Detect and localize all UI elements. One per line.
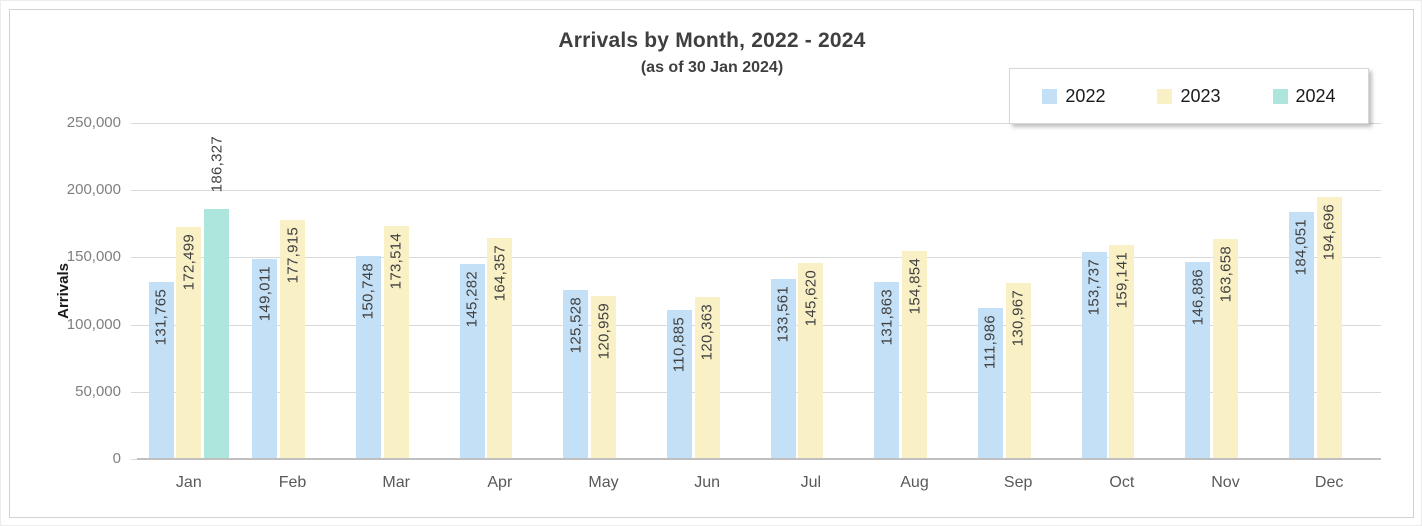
bar-2022-jun — [666, 309, 692, 459]
legend-label-2022: 2022 — [1065, 85, 1106, 106]
bar-2024-jan — [204, 208, 230, 459]
bar-2023-jul — [798, 263, 824, 459]
bar-label-text: 120,959 — [595, 303, 612, 360]
y-tick-label: 0 — [112, 450, 121, 467]
bar-label-text: 159,141 — [1113, 252, 1131, 309]
bar-2023-may — [591, 296, 616, 459]
legend-label-2023: 2023 — [1180, 85, 1221, 106]
y-tick-label: 50,000 — [75, 382, 121, 400]
x-tick-dec: Dec — [1314, 474, 1344, 491]
y-tick-label: 150,000 — [66, 248, 121, 266]
bar-label-text: 194,696 — [1320, 204, 1338, 261]
x-tick-jul: Jul — [800, 474, 822, 491]
x-tick-jun: Jun — [694, 474, 721, 491]
legend-swatch-2023 — [1157, 88, 1173, 104]
bar-label-text: 184,051 — [1292, 218, 1310, 275]
bar-label-text: 133,561 — [774, 286, 792, 343]
bar-label-text: 131,765 — [152, 288, 170, 346]
bar-label-text: 154,854 — [906, 257, 923, 315]
bar-2022-apr — [459, 263, 485, 459]
bar-label-text: 120,363 — [698, 304, 716, 361]
bar-2023-oct — [1109, 245, 1135, 459]
bar-label-text: 150,748 — [359, 263, 377, 320]
bar-label-text: 145,620 — [802, 270, 820, 327]
bar-2022-aug — [874, 281, 900, 459]
bar-2022-jul — [770, 279, 796, 459]
y-axis-tick — [131, 459, 137, 460]
bar-2023-nov — [1213, 239, 1238, 459]
bar-2023-aug — [902, 250, 927, 459]
bar-label-text: 125,528 — [567, 297, 585, 354]
bar-label-text: 149,011 — [256, 265, 274, 321]
bar-label-text: 172,499 — [180, 234, 198, 291]
bar-2022-feb — [252, 258, 278, 459]
y-axis-tick — [131, 190, 137, 192]
bar-label-text: 177,915 — [284, 226, 301, 284]
x-tick-apr: Apr — [487, 474, 513, 491]
y-tick-label: 100,000 — [66, 315, 121, 333]
bar-2022-mar — [355, 256, 381, 459]
x-tick-aug: Aug — [900, 474, 929, 491]
bar-2023-dec — [1316, 197, 1342, 459]
chart-title: Arrivals by Month, 2022 - 2024 — [558, 29, 866, 52]
x-axis-line — [137, 458, 1381, 460]
legend-item-2022: 2022 — [1042, 86, 1105, 107]
bar-label-text: 186,327 — [208, 136, 226, 193]
bar-label-text: 110,885 — [670, 316, 688, 373]
x-tick-may: May — [588, 474, 619, 491]
y-tick-label: 250,000 — [66, 114, 121, 131]
bar-2022-dec — [1288, 211, 1314, 459]
gridline — [137, 391, 1381, 393]
legend-swatch-2024 — [1272, 88, 1288, 104]
x-tick-jan: Jan — [175, 474, 202, 491]
bar-label-text: 163,658 — [1217, 246, 1234, 303]
bar-2022-sep — [977, 308, 1003, 459]
bar-2023-jan — [176, 227, 202, 459]
y-axis-title: Arrivals — [51, 123, 75, 459]
chart-subtitle: (as of 30 Jan 2024) — [640, 59, 784, 76]
bar-label-text: 173,514 — [387, 232, 405, 290]
gridline — [137, 324, 1381, 326]
bar-label-text: 153,737 — [1085, 259, 1103, 316]
legend: 2022 2023 2024 — [1009, 68, 1369, 124]
y-axis-tick — [131, 123, 137, 124]
x-tick-feb: Feb — [278, 474, 307, 491]
bar-label-text: 145,282 — [463, 270, 481, 328]
bar-2022-nov — [1185, 261, 1211, 459]
bar-label-text: 146,886 — [1189, 268, 1207, 325]
gridline — [137, 257, 1381, 259]
legend-swatch-2022 — [1042, 88, 1058, 104]
bar-label-text: 111,986 — [981, 315, 999, 370]
legend-item-2023: 2023 — [1157, 85, 1221, 107]
legend-label-2024: 2024 — [1295, 85, 1336, 106]
x-tick-nov: Nov — [1211, 474, 1240, 491]
y-axis-tick — [131, 324, 137, 326]
bar-label-text: 130,967 — [1009, 289, 1027, 347]
gridline — [137, 190, 1381, 192]
bar-2022-may — [563, 290, 589, 459]
bar-2023-jun — [694, 297, 720, 459]
bar-label-text: 131,863 — [878, 288, 896, 346]
bar-2023-mar — [383, 225, 409, 459]
x-tick-oct: Oct — [1109, 474, 1135, 491]
bar-2023-sep — [1005, 282, 1031, 459]
gridline — [137, 123, 1381, 124]
bar-2022-oct — [1081, 252, 1107, 459]
bar-2023-feb — [280, 219, 305, 459]
bar-2023-apr — [487, 238, 513, 459]
x-tick-sep: Sep — [1003, 474, 1033, 491]
y-axis-tick — [131, 257, 137, 259]
bar-label-text: 164,357 — [491, 245, 509, 302]
legend-item-2024: 2024 — [1272, 85, 1336, 107]
x-tick-mar: Mar — [382, 474, 410, 491]
y-axis-title-text: Arrivals — [54, 263, 72, 319]
bar-2022-jan — [148, 281, 174, 459]
y-tick-label: 200,000 — [66, 181, 121, 199]
y-axis-tick — [131, 391, 137, 393]
